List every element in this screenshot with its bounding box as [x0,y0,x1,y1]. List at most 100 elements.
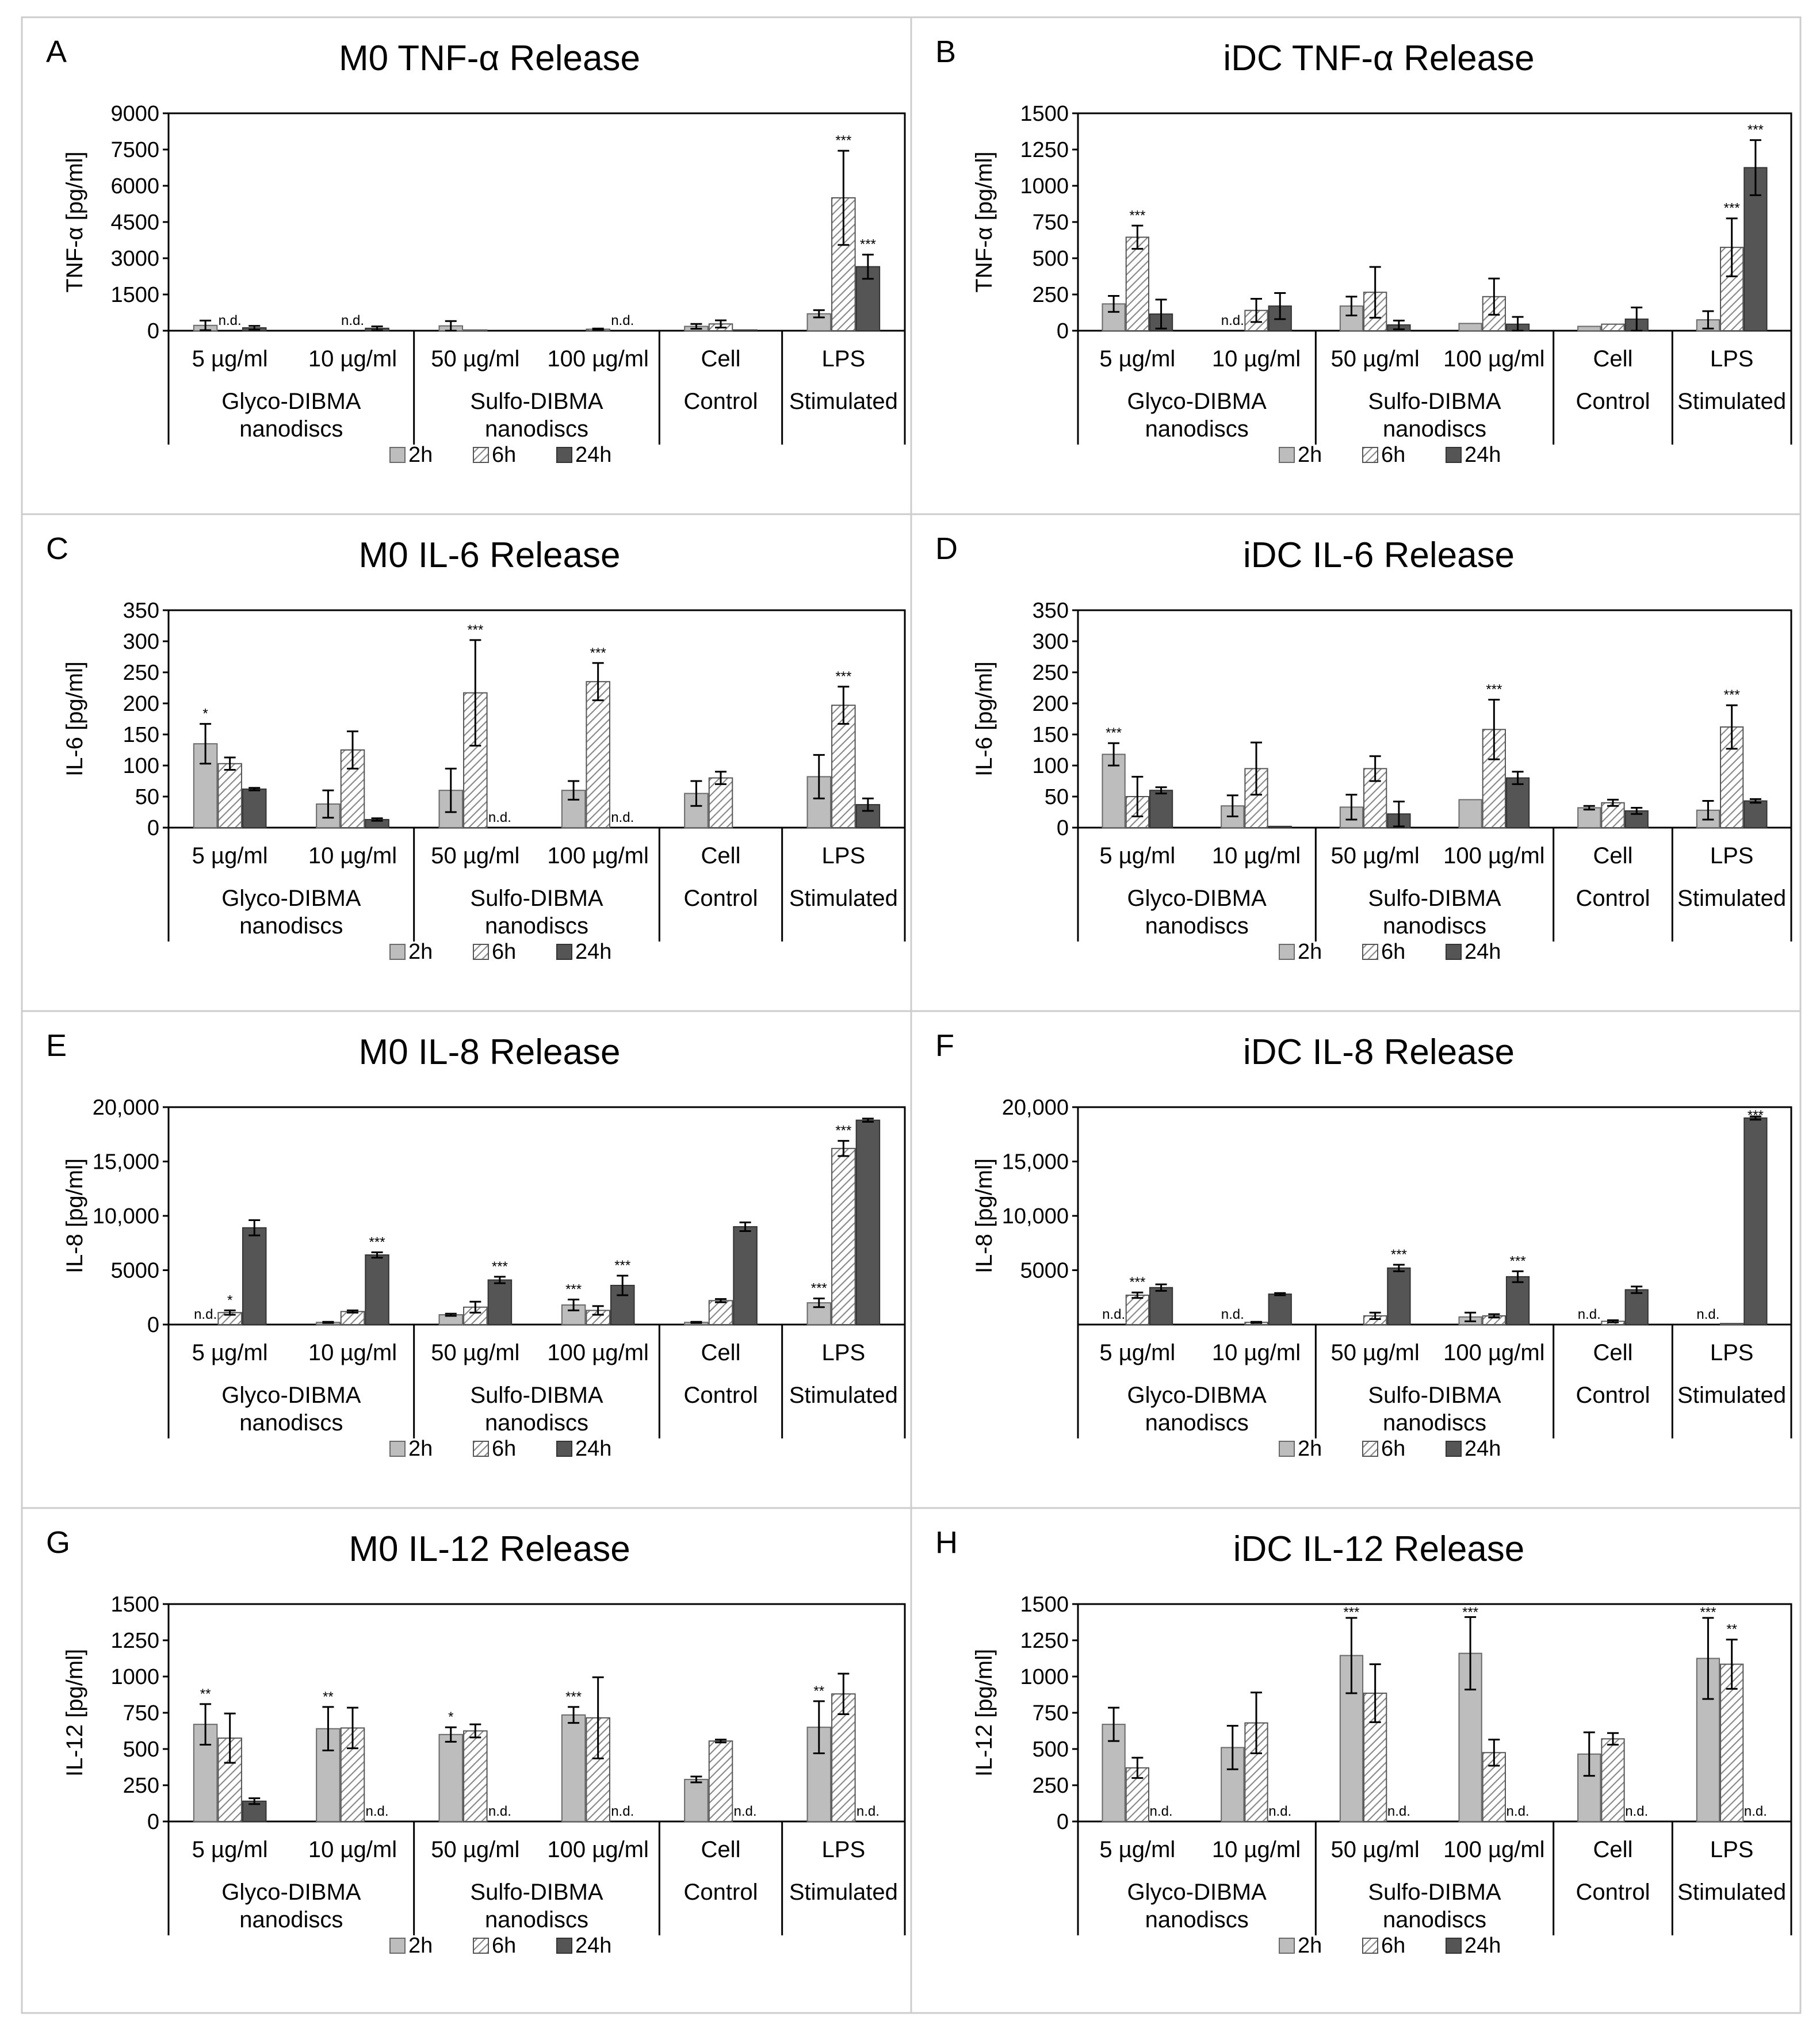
significance-label: *** [614,1258,630,1273]
y-tick-label: 0 [1057,816,1069,840]
bar-2h [1577,807,1601,828]
panel-title: iDC IL-8 Release [1243,1032,1515,1072]
bar-24h [365,1254,389,1326]
bar-6h [831,705,856,828]
x-tick-label: 50 µg/ml [431,1340,519,1365]
legend-label: 24h [575,1437,611,1461]
panel-letter: A [46,35,67,69]
x-tick-label: 50 µg/ml [1331,843,1420,868]
plot-area [1077,1603,1792,1823]
panel-title: iDC IL-12 Release [1233,1529,1525,1569]
bar-2h [1458,799,1482,829]
plot-area [167,609,906,829]
significance-label: *** [835,1123,851,1139]
y-tick-label: 0 [1057,1810,1069,1834]
x-tick-label: 5 µg/ml [1099,1340,1175,1365]
y-tick-label: 7500 [110,138,159,162]
y-tick-label: 750 [123,1701,159,1725]
group-label: Sulfo-DIBMA [1368,1880,1501,1905]
x-tick-label: 10 µg/ml [308,843,397,868]
y-tick-label: 0 [147,1313,159,1337]
legend-label: 6h [1381,940,1405,964]
y-tick-label: 20,000 [1002,1096,1069,1120]
significance-label: *** [1510,1253,1526,1269]
bar-24h [1743,1117,1768,1326]
x-tick-label: 10 µg/ml [1212,843,1301,868]
not-detected-label: n.d. [194,1307,217,1322]
not-detected-label: n.d. [488,810,511,825]
plot-area [1077,1106,1792,1326]
group-label: Sulfo-DIBMA [1368,886,1501,911]
group-label: nanodiscs [1145,1907,1249,1932]
group-label: nanodiscs [239,1410,343,1436]
y-tick-label: 10,000 [1002,1204,1069,1229]
bar-24h [1149,790,1173,828]
y-tick-label: 250 [123,1774,159,1798]
not-detected-label: n.d. [1744,1804,1767,1819]
group-label: nanodiscs [485,1907,588,1932]
bar-6h [586,681,610,828]
significance-label: *** [860,237,876,252]
y-tick-label: 1500 [110,1593,159,1617]
panel-A: A M0 TNF-α Release 0 1500 3000 4500 6000 7500 90… [46,35,906,467]
group-label: Sulfo-DIBMA [470,886,603,911]
legend-swatch-24h [1446,944,1462,960]
group-label: Sulfo-DIBMA [1368,1383,1501,1408]
panel-E: E M0 IL-8 Release 0 5000 10,000 15,000 20,000 I… [46,1028,906,1461]
significance-label: *** [835,133,851,148]
group-label: nanodiscs [1383,416,1486,442]
bar-2h [684,1778,709,1822]
significance-label: *** [1106,725,1122,741]
legend-label: 2h [408,1934,433,1958]
legend-label: 24h [1465,940,1501,964]
y-tick-label: 150 [123,723,159,747]
significance-label: *** [1486,682,1502,698]
y-tick-label: 300 [123,630,159,654]
legend-label: 24h [575,1934,611,1958]
x-tick-label: 100 µg/ml [1443,1837,1544,1862]
group-label: Control [684,1880,758,1905]
legend-swatch-24h [556,447,572,463]
y-tick-label: 250 [1033,283,1069,307]
legend-swatch-24h [1446,1441,1462,1457]
bar-24h [1624,810,1649,828]
group-label: nanodiscs [1145,913,1249,939]
not-detected-label: n.d. [734,1804,757,1819]
y-tick-label: 9000 [110,102,159,126]
group-label: Glyco-DIBMA [1127,1880,1267,1905]
y-tick-label: 15,000 [1002,1150,1069,1174]
y-tick-label: 250 [1033,1774,1069,1798]
x-tick-label: 50 µg/ml [1331,1837,1420,1862]
legend-label: 6h [492,443,516,467]
x-tick-label: Cell [701,1340,741,1365]
bar-24h [1268,1293,1292,1326]
significance-label: *** [467,622,483,638]
group-label: Control [1576,886,1650,911]
legend-label: 6h [492,940,516,964]
legend-swatch-2h [1279,944,1295,960]
y-tick-label: 350 [123,599,159,623]
group-label: Stimulated [789,389,898,414]
not-detected-label: n.d. [611,810,634,825]
panel-G: G M0 IL-12 Release 0 250 500 750 1000 1250 1500 I… [46,1525,906,1958]
x-tick-label: LPS [822,346,866,372]
bar-24h [1268,825,1292,828]
group-label: nanodiscs [1383,1410,1486,1436]
bar-6h [1601,1738,1625,1823]
legend-swatch-24h [556,1441,572,1457]
group-label: Sulfo-DIBMA [1368,389,1501,414]
not-detected-label: n.d. [1387,1804,1410,1819]
significance-label: *** [565,1282,582,1298]
bar-2h [1458,323,1482,332]
legend-swatch-2h [389,1441,406,1457]
significance-label: * [227,1292,232,1308]
bar-6h [340,1311,365,1326]
group-label: Control [1576,389,1650,414]
significance-label: *** [1748,123,1764,138]
panel-title: M0 IL-12 Release [349,1529,630,1569]
y-tick-label: 100 [1033,754,1069,778]
legend-label: 2h [1298,1934,1322,1958]
